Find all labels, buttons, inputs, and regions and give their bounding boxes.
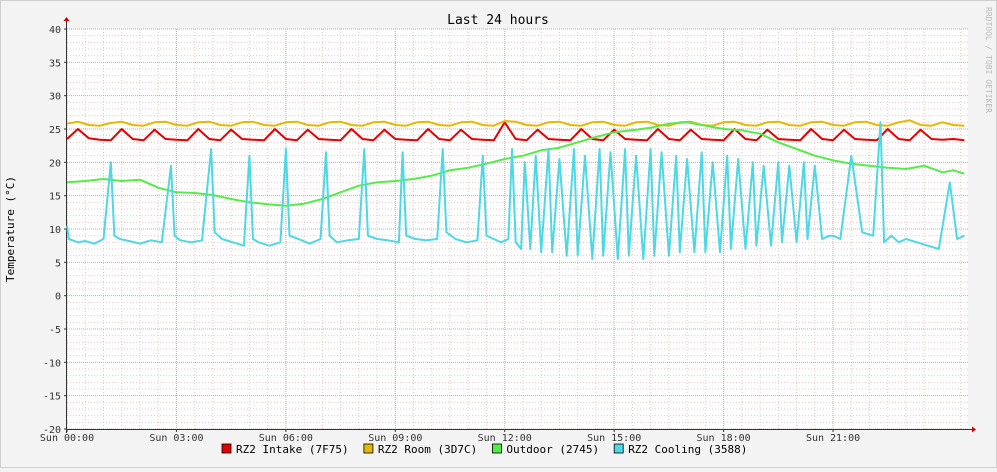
x-tick-label: Sun 03:00 <box>149 433 203 444</box>
y-tick-label: 40 <box>49 25 61 36</box>
series-line-3 <box>66 121 965 260</box>
x-tick-label: Sun 21:00 <box>806 433 860 444</box>
y-tick-label: 10 <box>49 225 61 236</box>
legend-label-1: RZ2 Room (3D7C) <box>378 443 477 456</box>
y-tick-label: 15 <box>49 192 61 203</box>
series-line-2 <box>66 121 965 207</box>
x-tick-label: Sun 06:00 <box>259 433 313 444</box>
legend-label-0: RZ2 Intake (7F75) <box>236 443 349 456</box>
legend-label-3: RZ2 Cooling (3588) <box>628 443 747 456</box>
watermark: RRDTOOL / TOBI OETIKER <box>984 7 993 113</box>
legend-label-2: Outdoor (2745) <box>506 443 599 456</box>
y-tick-label: 20 <box>49 158 61 169</box>
legend-swatch-1 <box>363 443 374 454</box>
y-axis-label: Temperature (°C) <box>4 176 17 282</box>
legend: RZ2 Intake (7F75) RZ2 Room (3D7C) Outdoor … <box>221 443 747 456</box>
series-line-0 <box>66 121 965 142</box>
y-tick-label: -5 <box>49 325 61 336</box>
x-tick-label: Sun 18:00 <box>697 433 751 444</box>
y-tick-label: 35 <box>49 58 61 69</box>
y-tick-label: 25 <box>49 125 61 136</box>
y-tick-label: 0 <box>55 292 61 303</box>
chart-title: Last 24 hours <box>447 13 549 28</box>
y-axis-arrow <box>63 17 70 21</box>
y-tick-label: -15 <box>43 392 61 403</box>
y-tick-label: 30 <box>49 92 61 103</box>
y-tick-label: 5 <box>55 258 61 269</box>
y-tick-label: -20 <box>43 425 61 436</box>
x-tick-label: Sun 09:00 <box>368 433 422 444</box>
legend-swatch-0 <box>221 443 232 454</box>
legend-swatch-3 <box>613 443 624 454</box>
x-tick-label: Sun 15:00 <box>587 433 641 444</box>
legend-swatch-2 <box>491 443 502 454</box>
x-tick-label: Sun 12:00 <box>478 433 532 444</box>
y-tick-label: -10 <box>43 358 61 369</box>
series-line-1 <box>66 119 965 127</box>
x-tick-label: Sun 00:00 <box>40 433 94 444</box>
x-axis-arrow <box>972 426 976 433</box>
